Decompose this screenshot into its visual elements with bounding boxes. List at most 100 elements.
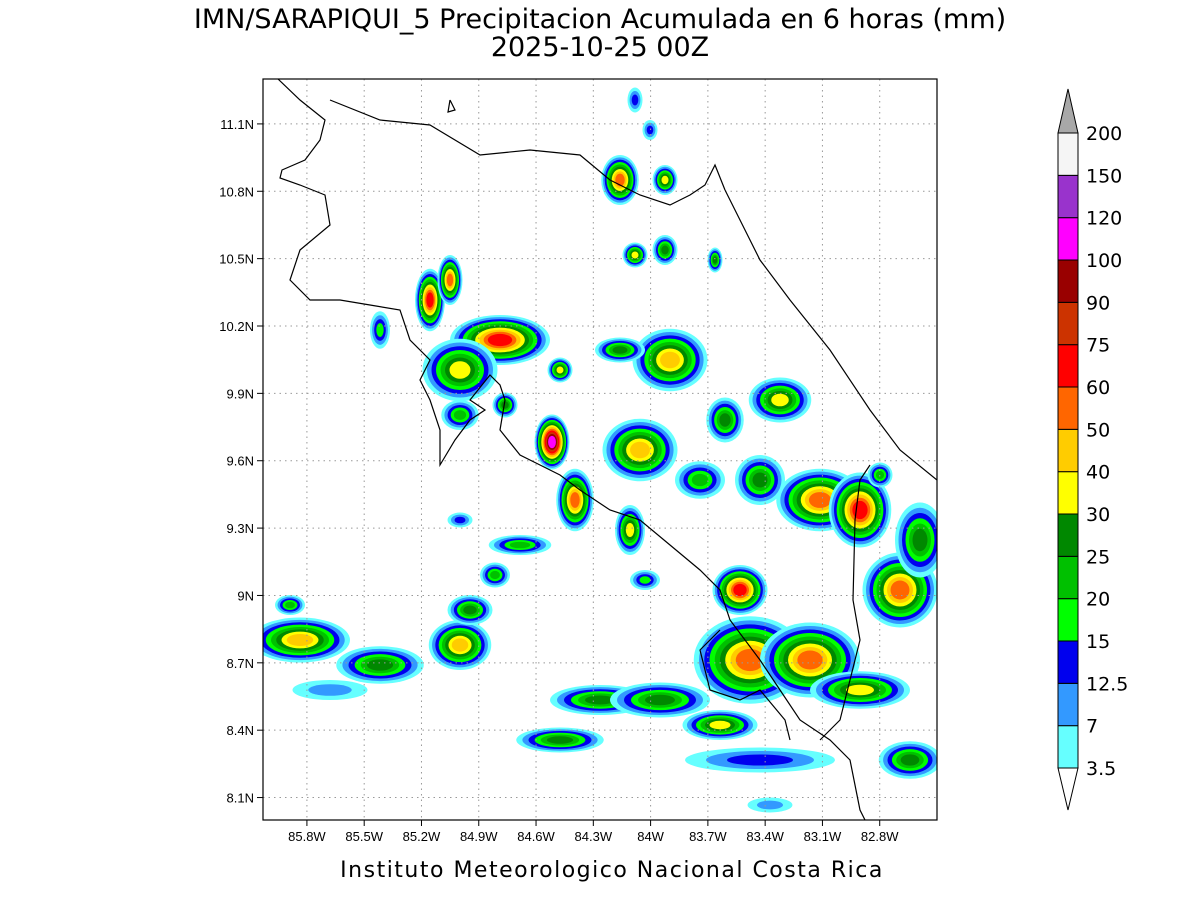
colorbar-box (1057, 725, 1079, 769)
x-tick-label: 84W (637, 829, 664, 844)
precip-contour (639, 576, 651, 584)
x-tick-label: 84.9W (460, 829, 498, 844)
colorbar: 3.5 7 12.5 15 20 25 30 40 50 60 75 90 100 120 150 200 (1057, 88, 1128, 811)
grid: 85.8W 85.5W 85.2W 84.9W 84.6W 84.3W 84W 83.7W 83… (219, 79, 937, 844)
precip-contour (308, 684, 352, 696)
colorbar-label: 12.5 (1086, 673, 1128, 695)
colorbar-box (1057, 132, 1079, 176)
precip-contour (625, 523, 635, 537)
x-tick-label: 85.8W (288, 829, 326, 844)
y-tick-label: 10.8N (219, 184, 254, 199)
precip-contour (660, 351, 680, 369)
y-tick-label: 8.1N (227, 791, 254, 806)
colorbar-label: 7 (1086, 716, 1098, 738)
colorbar-box (1057, 301, 1079, 346)
coastlines (277, 79, 937, 820)
precip-contour (645, 694, 675, 706)
precip-contour (797, 650, 823, 670)
colorbar-box (1057, 344, 1079, 388)
precip-contour (900, 754, 920, 766)
precip-contour (631, 94, 639, 106)
precip-contour (548, 435, 556, 449)
precip-contour (446, 273, 454, 287)
colorbar-label: 200 (1086, 123, 1122, 145)
precip-contour (630, 441, 650, 459)
plot-frame (262, 78, 938, 821)
colorbar-label: 120 (1086, 208, 1122, 230)
precip-contour (556, 366, 564, 374)
precip-contour (449, 361, 471, 379)
colorbar-label: 60 (1086, 377, 1110, 399)
precip-contour (463, 605, 477, 615)
colorbar-under (1057, 767, 1079, 811)
colorbar-label: 25 (1086, 546, 1110, 568)
colorbar-label: 100 (1086, 250, 1122, 272)
x-tick-label: 85.2W (403, 829, 441, 844)
precip-contour (646, 125, 654, 135)
colorbar-box (1057, 259, 1079, 303)
precip-contour (453, 410, 467, 420)
y-tick-label: 8.7N (227, 656, 254, 671)
precip-contour (712, 256, 718, 264)
precip-contour (846, 684, 874, 696)
precip-contour (771, 393, 789, 407)
precip-contour (890, 580, 910, 600)
colorbar-box (1057, 513, 1079, 557)
precip-contour (752, 472, 768, 488)
x-tick-label: 84.3W (575, 829, 613, 844)
precip-contour (661, 175, 669, 185)
colorbar-over (1057, 88, 1079, 134)
y-tick-label: 9.9N (227, 386, 254, 401)
precip-contour (546, 736, 574, 744)
colorbar-label: 20 (1086, 589, 1110, 611)
precip-contour (376, 323, 384, 337)
colorbar-box (1057, 640, 1079, 684)
precip-contour (733, 583, 747, 597)
colorbar-box (1057, 598, 1079, 642)
precip-contour (286, 634, 314, 646)
precip-contour (691, 473, 709, 487)
colorbar-box (1057, 386, 1079, 430)
colorbar-label: 150 (1086, 165, 1122, 187)
y-tick-label: 11.1N (220, 117, 254, 132)
y-tick-label: 9N (237, 588, 254, 603)
subtitle: 2025-10-25 00Z (491, 32, 709, 63)
colorbar-label: 75 (1086, 335, 1110, 357)
precip-contour (808, 492, 832, 508)
colorbar-box (1057, 682, 1079, 727)
precip-contour (756, 800, 784, 810)
colorbar-label: 40 (1086, 462, 1110, 484)
precip-contour (451, 638, 469, 652)
colorbar-box (1057, 428, 1079, 473)
precip-contour (285, 601, 295, 609)
x-tick-label: 83.1W (804, 829, 842, 844)
precip-contour (852, 500, 868, 520)
footer: Instituto Meteorologico Nacional Costa R… (340, 858, 884, 883)
colorbar-box (1057, 471, 1079, 515)
title: IMN/SARAPIQUI_5 Precipitacion Acumulada … (194, 4, 1006, 35)
precip-contour (912, 528, 928, 552)
precip-contour (426, 292, 434, 308)
colorbar-box (1057, 217, 1079, 261)
precip-contour (719, 413, 731, 427)
colorbar-label: 3.5 (1086, 758, 1116, 780)
y-tick-label: 9.3N (227, 521, 254, 536)
y-tick-label: 10.5N (219, 252, 254, 267)
precip-contour (585, 695, 615, 705)
y-tick-label: 9.6N (227, 454, 254, 469)
precip-contour (661, 245, 669, 255)
colorbar-box (1057, 174, 1079, 219)
precip-contour (612, 346, 628, 354)
x-tick-label: 84.6W (517, 829, 555, 844)
colorbar-label: 50 (1086, 419, 1110, 441)
y-tick-label: 8.4N (227, 723, 254, 738)
precipitation-field (263, 87, 937, 813)
colorbar-label: 90 (1086, 292, 1110, 314)
y-tick-label: 10.2N (219, 319, 254, 334)
precip-contour (709, 720, 731, 730)
x-tick-label: 83.4W (746, 829, 784, 844)
x-tick-label: 85.5W (345, 829, 383, 844)
colorbar-label: 15 (1086, 631, 1110, 653)
x-tick-label: 82.8W (861, 829, 899, 844)
